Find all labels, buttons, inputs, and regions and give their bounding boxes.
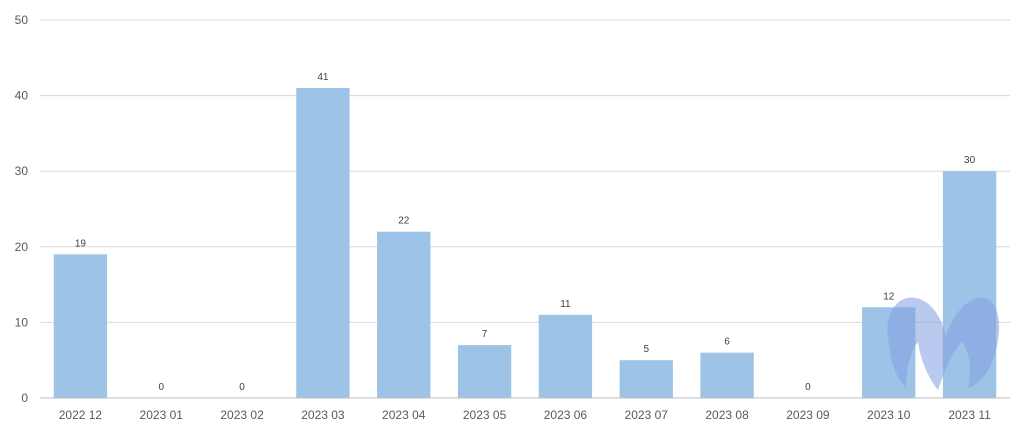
x-tick-label-2: 2023 02 — [220, 408, 264, 422]
x-axis-ticks: 2022 12 2023 01 2023 02 2023 03 2023 04 2023 … — [59, 408, 991, 422]
x-tick-label-9: 2023 09 — [786, 408, 830, 422]
y-tick-label: 20 — [15, 240, 29, 254]
watermark-shape — [887, 297, 1000, 390]
data-label-5: 7 — [482, 329, 488, 340]
data-label-6: 11 — [560, 299, 571, 310]
data-label-8: 6 — [724, 337, 730, 348]
data-label-0: 19 — [75, 238, 87, 249]
x-tick-label-5: 2023 05 — [463, 408, 507, 422]
x-tick-label-4: 2023 04 — [382, 408, 426, 422]
y-tick-label: 40 — [15, 89, 29, 103]
x-tick-label-1: 2023 01 — [140, 408, 184, 422]
bar-7 — [619, 360, 673, 398]
bar-6 — [538, 314, 593, 398]
y-tick-label: 30 — [15, 164, 29, 178]
data-labels: 19 0 0 41 22 7 11 5 6 0 12 30 — [75, 72, 976, 393]
data-label-9: 0 — [805, 382, 811, 393]
data-label-7: 5 — [643, 344, 649, 355]
bars — [53, 88, 997, 398]
y-tick-label: 10 — [15, 315, 29, 329]
data-label-4: 22 — [398, 216, 410, 227]
data-label-11: 30 — [964, 155, 976, 166]
x-tick-label-0: 2022 12 — [59, 408, 103, 422]
y-tick-label: 50 — [15, 13, 29, 27]
data-label-3: 41 — [317, 72, 329, 83]
x-tick-label-3: 2023 03 — [301, 408, 345, 422]
data-label-1: 0 — [158, 382, 164, 393]
y-axis-ticks: 0 10 20 30 40 50 — [15, 13, 29, 405]
bar-0 — [53, 254, 108, 398]
x-tick-label-11: 2023 11 — [948, 408, 991, 422]
watermark-logo — [887, 297, 1000, 390]
bar-4 — [377, 231, 431, 398]
data-label-2: 0 — [239, 382, 245, 393]
x-tick-label-7: 2023 07 — [625, 408, 669, 422]
data-label-10: 12 — [883, 291, 895, 302]
gridlines — [40, 19, 1010, 323]
x-tick-label-6: 2023 06 — [544, 408, 588, 422]
bar-3 — [296, 88, 350, 398]
bar-8 — [700, 352, 754, 398]
bar-5 — [457, 345, 512, 398]
x-tick-label-8: 2023 08 — [705, 408, 749, 422]
x-tick-label-10: 2023 10 — [867, 408, 911, 422]
y-tick-label: 0 — [21, 391, 28, 405]
